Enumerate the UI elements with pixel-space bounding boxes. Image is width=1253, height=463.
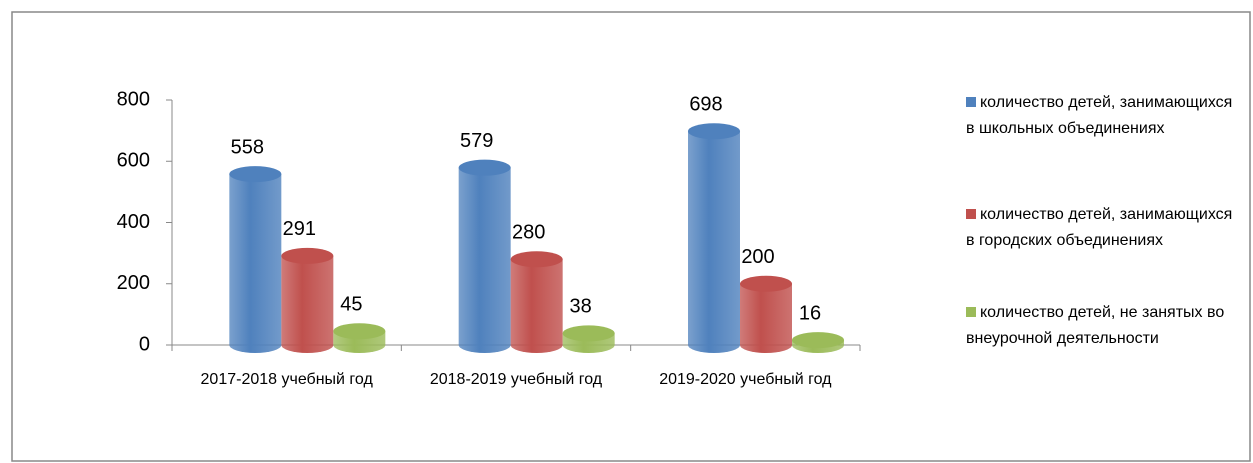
bar-top	[229, 166, 282, 183]
bar-top	[458, 159, 511, 176]
bar-top	[740, 275, 792, 292]
legend-swatch	[966, 209, 976, 219]
x-tick-label: 2019-2020 учебный год	[659, 371, 832, 388]
data-label: 16	[799, 302, 821, 324]
bar	[688, 131, 740, 353]
legend-item: количество детей, не занятых во внеурочн…	[966, 300, 1241, 352]
data-label: 38	[570, 296, 592, 318]
data-label: 45	[340, 294, 362, 316]
x-tick-label: 2017-2018 учебный год	[200, 371, 373, 388]
chart-border	[11, 11, 1251, 462]
bar-top	[333, 323, 386, 340]
legend-label: количество детей, занимающихся в школьны…	[966, 94, 1233, 137]
bar	[510, 259, 563, 353]
legend-item: количество детей, занимающихся в городск…	[966, 202, 1241, 254]
legend-label: количество детей, не занятых во внеурочн…	[966, 304, 1225, 347]
bar	[740, 283, 792, 353]
y-tick-label: 600	[117, 150, 150, 172]
y-tick-label: 800	[117, 88, 150, 110]
data-label: 291	[283, 218, 316, 240]
data-label: 698	[689, 94, 722, 116]
data-label: 579	[460, 130, 493, 152]
y-tick-label: 400	[117, 211, 150, 233]
bar-top	[510, 251, 563, 268]
bar	[229, 174, 282, 353]
x-tick-label: 2018-2019 учебный год	[429, 371, 603, 388]
y-tick-label: 200	[117, 272, 150, 294]
data-label: 280	[512, 222, 545, 244]
bar	[281, 255, 334, 353]
bar-top	[688, 123, 740, 140]
legend-swatch	[966, 97, 976, 107]
bar	[458, 167, 511, 353]
legend-swatch	[966, 307, 976, 317]
legend-item: количество детей, занимающихся в школьны…	[966, 90, 1241, 142]
legend-label: количество детей, занимающихся в городск…	[966, 206, 1233, 249]
bar-top	[281, 247, 334, 264]
data-label: 200	[741, 246, 774, 268]
bar-top	[562, 325, 615, 342]
y-tick-label: 0	[139, 333, 150, 355]
bar-top	[792, 332, 844, 349]
data-label: 558	[231, 136, 264, 158]
